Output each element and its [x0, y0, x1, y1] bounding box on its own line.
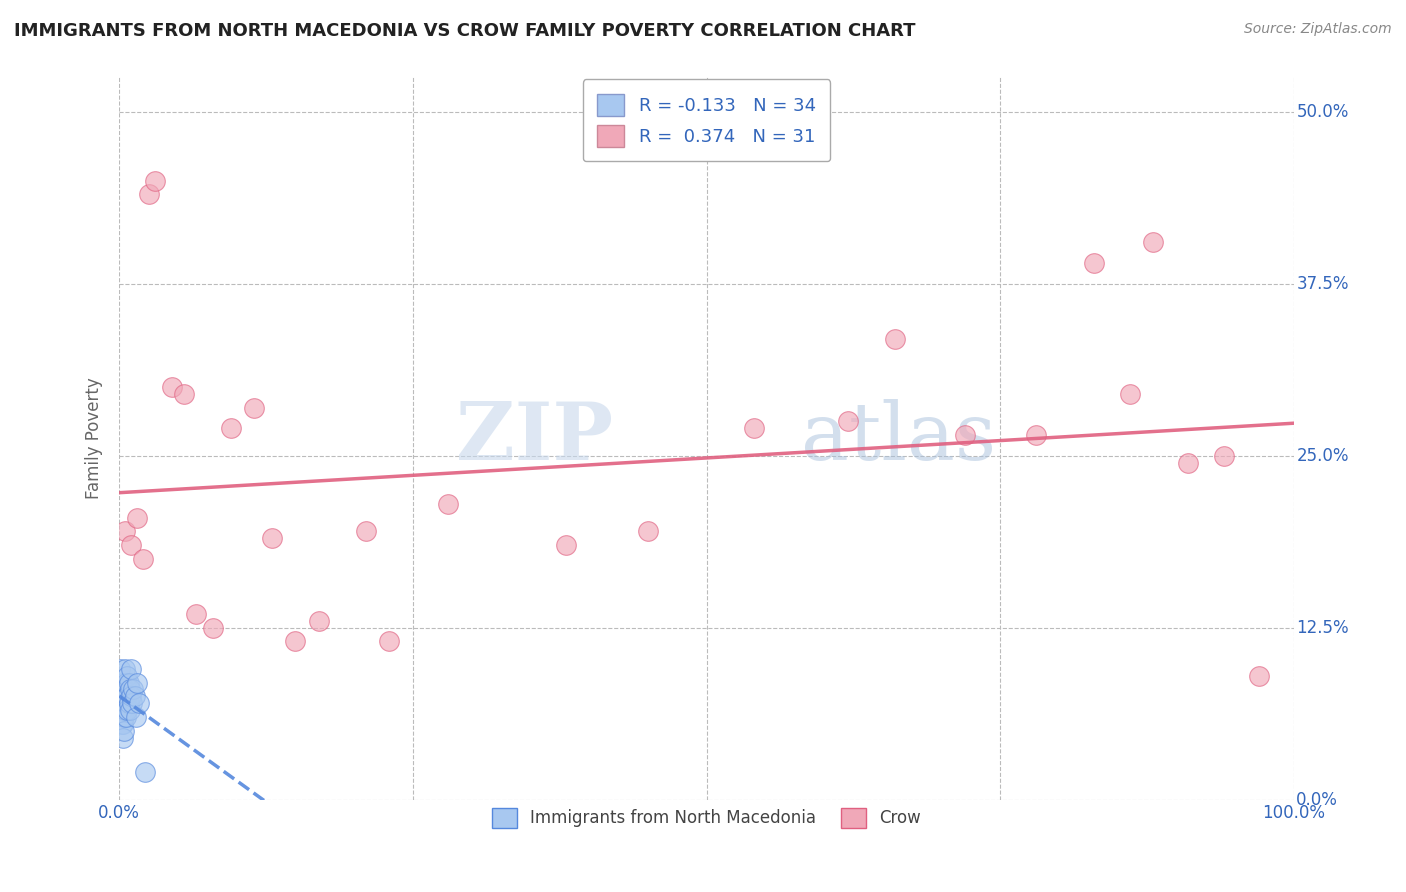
Point — [117, 703, 139, 717]
Point — [134, 764, 156, 779]
Point — [184, 607, 207, 621]
Point — [138, 187, 160, 202]
Point — [111, 717, 134, 731]
Point — [121, 696, 143, 710]
Point — [114, 524, 136, 539]
Point — [124, 690, 146, 704]
Point — [118, 682, 141, 697]
Point — [115, 710, 138, 724]
Point — [120, 538, 142, 552]
Point — [437, 497, 460, 511]
Point — [1083, 256, 1105, 270]
Point — [143, 173, 166, 187]
Point — [117, 690, 139, 704]
Point — [125, 710, 148, 724]
Point — [117, 669, 139, 683]
Point — [110, 690, 132, 704]
Point — [883, 332, 905, 346]
Point — [160, 380, 183, 394]
Point — [111, 731, 134, 745]
Point — [219, 421, 242, 435]
Text: 37.5%: 37.5% — [1296, 275, 1348, 293]
Point — [243, 401, 266, 415]
Point — [554, 538, 576, 552]
Point — [118, 703, 141, 717]
Text: 50.0%: 50.0% — [1296, 103, 1348, 120]
Point — [132, 551, 155, 566]
Point — [118, 696, 141, 710]
Point — [111, 717, 134, 731]
Text: Source: ZipAtlas.com: Source: ZipAtlas.com — [1244, 22, 1392, 37]
Point — [308, 614, 330, 628]
Point — [1118, 386, 1140, 401]
Point — [742, 421, 765, 435]
Point — [111, 703, 134, 717]
Point — [120, 690, 142, 704]
Point — [110, 662, 132, 676]
Point — [114, 662, 136, 676]
Point — [115, 675, 138, 690]
Legend: Immigrants from North Macedonia, Crow: Immigrants from North Macedonia, Crow — [485, 801, 928, 835]
Point — [120, 662, 142, 676]
Point — [111, 675, 134, 690]
Text: 12.5%: 12.5% — [1296, 618, 1348, 637]
Point — [125, 675, 148, 690]
Point — [837, 414, 859, 428]
Point — [637, 524, 659, 539]
Text: ZIP: ZIP — [456, 400, 613, 477]
Y-axis label: Family Poverty: Family Poverty — [86, 377, 103, 500]
Point — [378, 634, 401, 648]
Point — [111, 703, 134, 717]
Point — [112, 710, 135, 724]
Point — [111, 682, 134, 697]
Point — [114, 703, 136, 717]
Text: atlas: atlas — [800, 400, 995, 477]
Point — [125, 510, 148, 524]
Point — [1212, 449, 1234, 463]
Point — [118, 675, 141, 690]
Text: 0.0%: 0.0% — [1296, 790, 1339, 808]
Point — [114, 690, 136, 704]
Point — [112, 696, 135, 710]
Point — [1247, 669, 1270, 683]
Point — [284, 634, 307, 648]
Point — [354, 524, 377, 539]
Point — [115, 696, 138, 710]
Point — [122, 682, 145, 697]
Point — [173, 386, 195, 401]
Point — [202, 621, 225, 635]
Text: 25.0%: 25.0% — [1296, 447, 1348, 465]
Point — [128, 696, 150, 710]
Point — [1177, 456, 1199, 470]
Point — [260, 531, 283, 545]
Point — [1025, 428, 1047, 442]
Point — [953, 428, 976, 442]
Point — [1142, 235, 1164, 250]
Point — [112, 723, 135, 738]
Text: IMMIGRANTS FROM NORTH MACEDONIA VS CROW FAMILY POVERTY CORRELATION CHART: IMMIGRANTS FROM NORTH MACEDONIA VS CROW … — [14, 22, 915, 40]
